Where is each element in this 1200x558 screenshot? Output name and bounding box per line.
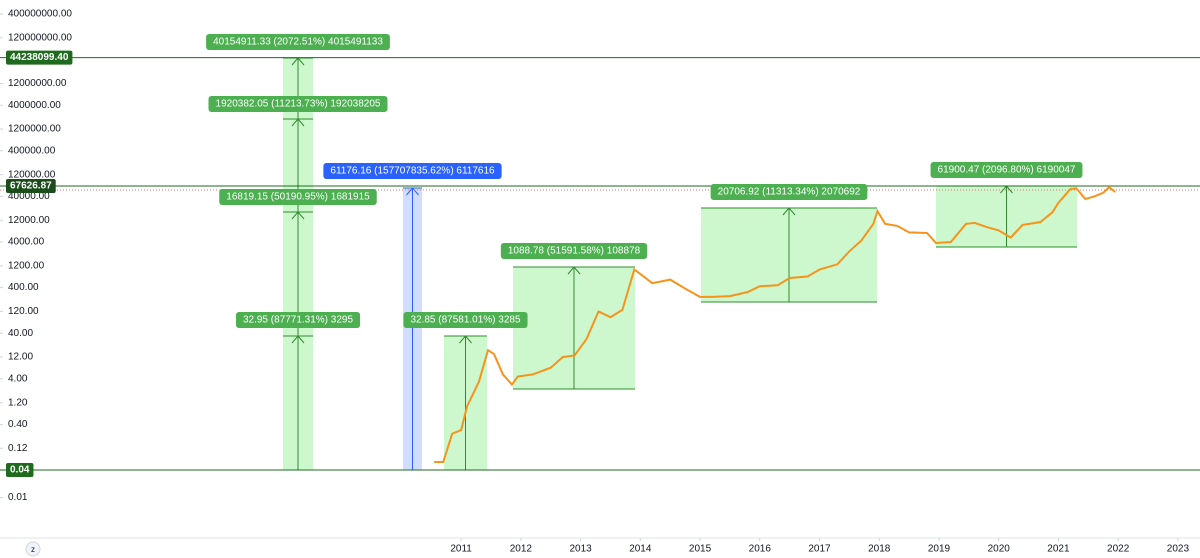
measure-label-bg bbox=[323, 163, 502, 179]
y-tick-label: 1200.00 bbox=[8, 260, 45, 271]
y-tick-label: 1200000.00 bbox=[8, 124, 61, 135]
y-tick-label: 0.01 bbox=[8, 492, 28, 503]
arrow-head bbox=[782, 207, 796, 216]
y-tick-label: 40000.00 bbox=[8, 191, 50, 202]
arrow-head bbox=[459, 335, 472, 344]
y-tick-label: 4.00 bbox=[8, 373, 28, 384]
x-tick-label: 2015 bbox=[689, 544, 712, 555]
measure-label: 40154911.33 (2072.51%) 4015491133 bbox=[206, 34, 390, 50]
y-tick-label: 12.00 bbox=[8, 352, 33, 363]
x-tick-label: 2018 bbox=[868, 544, 891, 555]
timezone-button[interactable] bbox=[25, 541, 41, 557]
level-label: 67626.87 bbox=[10, 181, 52, 192]
x-tick-label: 2013 bbox=[569, 544, 592, 555]
measure-label-text: 32.95 (87771.31%) 3295 bbox=[243, 315, 354, 326]
y-tick-label: 400.00 bbox=[8, 282, 39, 293]
y-tick-label: 12000.00 bbox=[8, 215, 50, 226]
measure-label-text: 32.85 (87581.01%) 3285 bbox=[410, 315, 521, 326]
x-tick-label: 2014 bbox=[629, 544, 652, 555]
measure-label-bg bbox=[206, 34, 390, 50]
measure-label-text: 16819.15 (50190.95%) 1681915 bbox=[226, 192, 370, 203]
x-tick-label: 2020 bbox=[988, 544, 1011, 555]
y-tick-label: 40.00 bbox=[8, 328, 33, 339]
x-tick-label: 2023 bbox=[1167, 544, 1190, 555]
level-label-bg bbox=[6, 50, 73, 65]
y-tick-label: 400000000.00 bbox=[8, 9, 72, 20]
measure-label-bg bbox=[710, 184, 868, 200]
measure-label-text: 61900.47 (2096.80%) 6190047 bbox=[938, 165, 1076, 176]
measure-label: 61176.16 (157707835.62%) 6117616 bbox=[323, 163, 502, 179]
measure-layer bbox=[283, 57, 1077, 471]
x-tick-label: 2012 bbox=[510, 544, 533, 555]
price-line-series bbox=[434, 185, 1116, 463]
measure-label: 1920382.05 (11213.73%) 192038205 bbox=[208, 96, 388, 112]
y-tick-label: 12000000.00 bbox=[8, 78, 67, 89]
y-tick-label: 400000.00 bbox=[8, 145, 56, 156]
measure-label-text: 20706.92 (11313.34%) 2070692 bbox=[718, 187, 861, 198]
level-label-bg bbox=[6, 178, 56, 193]
x-tick-label: 2011 bbox=[450, 544, 472, 555]
y-tick-label: 120000000.00 bbox=[8, 32, 72, 43]
x-tick-label: 2022 bbox=[1107, 544, 1130, 555]
arrow-head bbox=[406, 187, 419, 196]
y-tick-label: 4000.00 bbox=[8, 237, 45, 248]
measure-label: 61900.47 (2096.80%) 6190047 bbox=[930, 162, 1083, 178]
measure-label: 32.85 (87581.01%) 3285 bbox=[403, 312, 528, 328]
arrow-head bbox=[567, 266, 581, 275]
measure-label-bg bbox=[208, 96, 388, 112]
y-tick-label: 120.00 bbox=[8, 306, 39, 317]
y-tick-label: 0.12 bbox=[8, 443, 28, 454]
measure-label-text: 61176.16 (157707835.62%) 6117616 bbox=[330, 166, 495, 177]
arrow-head bbox=[291, 211, 305, 220]
measure-label-bg bbox=[500, 243, 648, 259]
x-tick-label: 2016 bbox=[749, 544, 772, 555]
measure-label: 20706.92 (11313.34%) 2070692 bbox=[710, 184, 868, 200]
measure-label-bg bbox=[219, 189, 377, 205]
measure-label-bg bbox=[403, 312, 528, 328]
measure-label: 16819.15 (50190.95%) 1681915 bbox=[219, 189, 377, 205]
arrow-head bbox=[291, 118, 305, 127]
measure-label-bg bbox=[235, 312, 361, 328]
level-label: 0.04 bbox=[10, 465, 30, 476]
x-tick-label: 2019 bbox=[928, 544, 951, 555]
measure-label-bg bbox=[930, 162, 1083, 178]
level-label: 44238099.40 bbox=[10, 52, 69, 63]
measure-label-text: 1088.78 (51591.58%) 108878 bbox=[508, 246, 641, 257]
measure-label: 32.95 (87771.31%) 3295 bbox=[235, 312, 361, 328]
x-tick-label: 2021 bbox=[1047, 544, 1070, 555]
y-tick-label: 0.40 bbox=[8, 419, 28, 430]
measure-label: 1088.78 (51591.58%) 108878 bbox=[500, 243, 648, 259]
level-label-bg bbox=[6, 463, 34, 478]
y-tick-label: 1.20 bbox=[8, 397, 28, 408]
measure-label-text: 40154911.33 (2072.51%) 4015491133 bbox=[213, 37, 383, 48]
arrow-head bbox=[291, 335, 305, 344]
x-tick-label: 2017 bbox=[808, 544, 831, 555]
y-tick-label: 120000.00 bbox=[8, 169, 56, 180]
timezone-icon: z bbox=[31, 545, 35, 554]
y-tick-label: 4000000.00 bbox=[8, 100, 61, 111]
measure-label-text: 1920382.05 (11213.73%) 192038205 bbox=[216, 99, 381, 110]
